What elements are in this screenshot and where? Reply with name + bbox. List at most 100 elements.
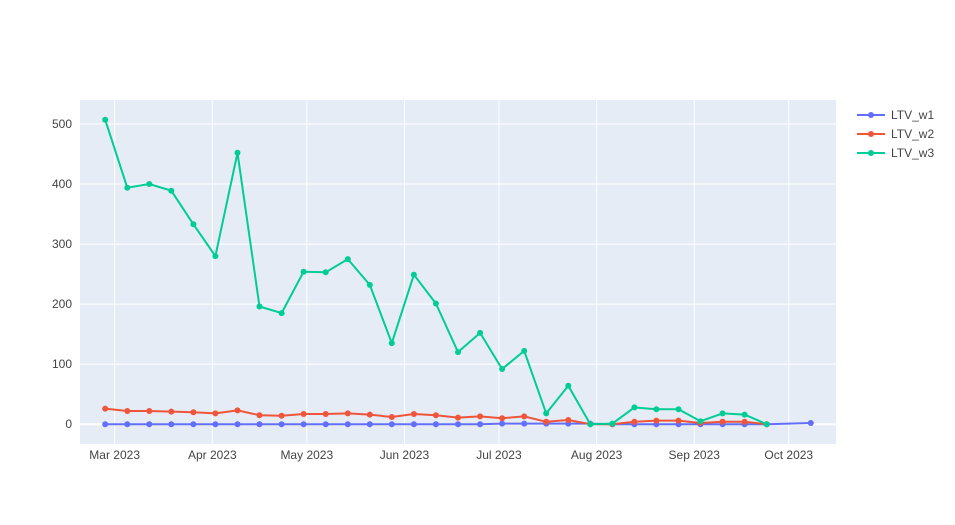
data-point: [344, 421, 351, 428]
data-point: [344, 410, 351, 417]
data-point: [146, 421, 153, 428]
data-point: [168, 187, 175, 194]
data-point: [344, 256, 351, 263]
series-ltv-w3: [102, 116, 770, 428]
legend-marker: [868, 150, 874, 156]
data-point: [212, 410, 219, 417]
data-point: [190, 421, 197, 428]
x-tick-label: Apr 2023: [188, 448, 237, 462]
data-point: [124, 421, 131, 428]
y-tick-label: 200: [52, 297, 72, 311]
data-point: [807, 420, 814, 426]
data-point: [763, 421, 770, 428]
data-point: [587, 421, 594, 428]
y-tick-label: 300: [52, 237, 72, 251]
data-point: [719, 410, 726, 417]
data-point: [366, 421, 373, 428]
data-point: [168, 408, 175, 415]
data-point: [565, 417, 572, 423]
data-point: [256, 412, 263, 419]
legend-label: LTV_w3: [891, 146, 934, 160]
data-point: [234, 407, 241, 414]
legend-item-ltv-w1[interactable]: LTV_w1: [857, 108, 934, 122]
data-point: [477, 413, 484, 420]
data-point: [477, 421, 484, 428]
legend-marker: [868, 131, 874, 137]
data-point: [388, 421, 395, 428]
data-point: [432, 421, 439, 428]
data-point: [146, 408, 153, 414]
x-tick-label: Sep 2023: [669, 448, 721, 462]
legend-marker: [868, 112, 874, 118]
data-point: [190, 221, 197, 228]
data-point: [278, 421, 285, 428]
legend[interactable]: LTV_w1 LTV_w2 LTV_w3: [857, 108, 934, 160]
data-point: [521, 347, 528, 354]
data-point: [366, 411, 373, 418]
data-point: [499, 420, 506, 427]
data-point: [719, 418, 726, 425]
data-point: [124, 184, 131, 191]
x-tick-label: Oct 2023: [764, 448, 813, 462]
data-point: [455, 421, 461, 428]
x-tick-label: Jul 2023: [476, 448, 522, 462]
data-point: [146, 181, 153, 187]
data-point: [675, 417, 682, 424]
y-tick-label: 500: [52, 117, 72, 131]
data-point: [477, 329, 484, 336]
data-point: [300, 421, 307, 428]
data-point: [256, 421, 263, 428]
data-point: [565, 382, 572, 389]
legend-item-ltv-w2[interactable]: LTV_w2: [857, 127, 934, 141]
data-point: [609, 420, 616, 427]
data-point: [741, 418, 748, 425]
data-point: [631, 418, 638, 425]
data-point: [499, 415, 506, 422]
data-point: [256, 303, 263, 310]
data-point: [278, 310, 285, 317]
plot-area: [80, 100, 836, 444]
data-point: [410, 411, 417, 417]
axis-labels: 0 100 200 300 400 500 Mar 2023 Apr 2023 May 2023…: [52, 117, 813, 462]
data-point: [102, 405, 109, 412]
data-point: [388, 340, 395, 347]
data-point: [300, 411, 307, 417]
data-point: [410, 271, 417, 278]
data-point: [455, 349, 461, 356]
y-tick-label: 400: [52, 177, 72, 191]
data-point: [521, 420, 528, 427]
data-point: [322, 269, 329, 276]
data-point: [124, 408, 131, 414]
data-point: [234, 421, 241, 428]
data-point: [102, 116, 109, 123]
data-point: [102, 421, 109, 428]
data-point: [653, 417, 660, 424]
data-point: [234, 149, 241, 156]
data-point: [322, 421, 329, 428]
data-point: [631, 404, 638, 411]
data-point: [212, 421, 219, 428]
data-point: [168, 421, 175, 428]
series-layer: [102, 116, 814, 428]
data-point: [410, 421, 417, 428]
x-tick-label: May 2023: [280, 448, 333, 462]
data-point: [697, 418, 704, 425]
data-point: [190, 409, 197, 416]
x-tick-label: Jun 2023: [380, 448, 430, 462]
legend-item-ltv-w3[interactable]: LTV_w3: [857, 146, 934, 160]
legend-label: LTV_w1: [891, 108, 934, 122]
data-point: [212, 253, 219, 260]
data-point: [675, 406, 682, 413]
data-point: [653, 406, 660, 413]
data-point: [278, 412, 285, 419]
data-point: [366, 281, 373, 288]
data-point: [455, 414, 461, 421]
data-point: [300, 268, 307, 275]
data-point: [521, 413, 528, 420]
x-tick-label: Aug 2023: [571, 448, 623, 462]
x-tick-label: Mar 2023: [89, 448, 140, 462]
data-point: [741, 411, 748, 418]
data-point: [432, 300, 439, 307]
